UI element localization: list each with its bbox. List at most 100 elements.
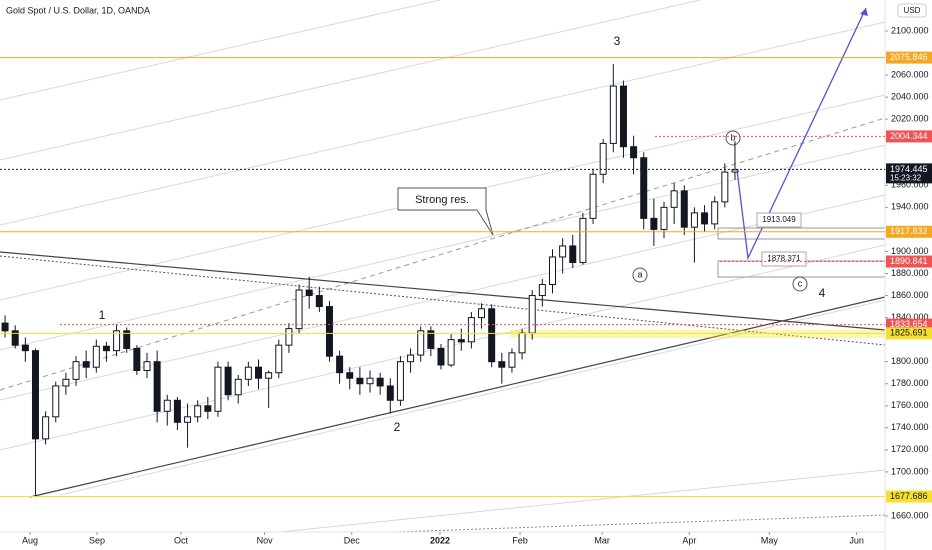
chart-title: Gold Spot / U.S. Dollar, 1D, OANDA xyxy=(6,5,150,15)
candle-body xyxy=(437,347,445,366)
y-tick-label: 1880.000 xyxy=(891,268,929,278)
x-tick-label: Oct xyxy=(174,535,189,545)
candle-body xyxy=(295,289,303,330)
y-tick-label: 1720.000 xyxy=(891,444,929,454)
currency-box[interactable] xyxy=(897,3,927,18)
candle-body xyxy=(376,377,384,387)
y-tick-label: 1800.000 xyxy=(891,356,929,366)
candle-body xyxy=(670,190,678,208)
wave-label: 3 xyxy=(614,34,621,48)
candle-body xyxy=(478,308,486,319)
candle-body xyxy=(305,289,313,297)
currency[interactable]: USD xyxy=(904,6,921,15)
x-tick-label: Sep xyxy=(89,535,105,545)
y-tick-label: 1700.000 xyxy=(891,466,929,476)
candle-body xyxy=(265,372,273,379)
x-tick-label: Dec xyxy=(344,535,361,545)
y-tick-label: 1740.000 xyxy=(891,422,929,432)
candle-body xyxy=(82,361,90,368)
candle-body xyxy=(356,377,364,385)
candle-body xyxy=(690,212,698,228)
candle-body xyxy=(579,217,587,263)
candle-body xyxy=(548,256,556,286)
candle-body xyxy=(467,317,475,343)
candle-body xyxy=(163,399,171,412)
candle-body xyxy=(589,173,597,219)
candle-body xyxy=(559,245,567,258)
candle-body xyxy=(366,377,374,385)
candle-body xyxy=(407,354,415,363)
candle-body xyxy=(711,201,719,225)
level-tag xyxy=(886,225,932,238)
level-tag xyxy=(886,130,932,143)
candle-body xyxy=(72,361,80,380)
candle-body xyxy=(62,378,70,387)
y-tick-label: 1900.000 xyxy=(891,246,929,256)
candle-body xyxy=(102,345,110,352)
candle-body xyxy=(599,142,607,175)
y-tick-label: 2100.000 xyxy=(891,25,929,35)
x-tick-label: 2022 xyxy=(430,535,450,545)
y-tick-label: 1940.000 xyxy=(891,202,929,212)
candle-body xyxy=(731,169,739,173)
level-label: 2075.846 xyxy=(890,52,928,62)
level-label: 1677.686 xyxy=(890,491,928,501)
candle-body xyxy=(275,344,283,374)
level-label: 1917.832 xyxy=(890,226,928,236)
candle-body xyxy=(133,347,141,372)
candle-body xyxy=(508,352,516,368)
candle-body xyxy=(184,416,192,423)
y-tick-label: 1860.000 xyxy=(891,290,929,300)
candle-body xyxy=(153,361,161,412)
y-tick-label: 1960.000 xyxy=(891,180,929,190)
level-tag xyxy=(886,490,932,503)
candle-body xyxy=(173,399,181,423)
level-tag xyxy=(886,255,932,268)
candle-body xyxy=(42,416,50,440)
price-note: 1878.371 xyxy=(767,254,801,263)
candle-body xyxy=(244,366,252,380)
callout: Strong res. xyxy=(415,194,469,206)
candle-body xyxy=(396,361,404,401)
x-tick-label: Apr xyxy=(682,535,696,545)
candle-body xyxy=(619,85,627,148)
candle-body xyxy=(488,308,496,363)
candle-body xyxy=(427,330,435,349)
x-tick-label: Mar xyxy=(594,535,610,545)
x-tick-label: Aug xyxy=(22,535,38,545)
candle-body xyxy=(52,385,60,418)
x-tick-label: Feb xyxy=(512,535,528,545)
candle-body xyxy=(701,212,709,225)
candle-body xyxy=(650,217,658,230)
candle-body xyxy=(640,157,648,219)
x-tick-label: May xyxy=(761,535,779,545)
candle-body xyxy=(214,366,222,412)
y-tick-label: 1760.000 xyxy=(891,400,929,410)
y-tick-label: 2020.000 xyxy=(891,114,929,124)
candle-body xyxy=(569,245,577,263)
wave-label: b xyxy=(730,132,735,142)
candle-body xyxy=(285,328,293,346)
candle-body xyxy=(336,355,344,374)
wave-label: 2 xyxy=(394,420,401,434)
x-tick-label: Jun xyxy=(849,535,864,545)
candle-body xyxy=(346,372,354,379)
candle-body xyxy=(234,378,242,396)
candle-body xyxy=(315,295,323,308)
candle-body xyxy=(417,330,425,356)
y-tick-label: 1780.000 xyxy=(891,378,929,388)
candle-body xyxy=(31,350,39,440)
x-tick-label: Nov xyxy=(257,535,274,545)
wave-label: 4 xyxy=(819,286,826,300)
level-tag xyxy=(886,51,932,64)
candle-body xyxy=(255,366,263,379)
y-tick-label: 2060.000 xyxy=(891,69,929,79)
price-note: 1913.049 xyxy=(762,215,796,224)
candle-body xyxy=(518,332,526,354)
candle-body xyxy=(21,344,29,352)
candle-body xyxy=(92,345,100,368)
candle-body xyxy=(224,366,232,396)
candle-body xyxy=(721,171,729,203)
candle-body xyxy=(113,330,121,352)
level-tag xyxy=(886,327,932,340)
